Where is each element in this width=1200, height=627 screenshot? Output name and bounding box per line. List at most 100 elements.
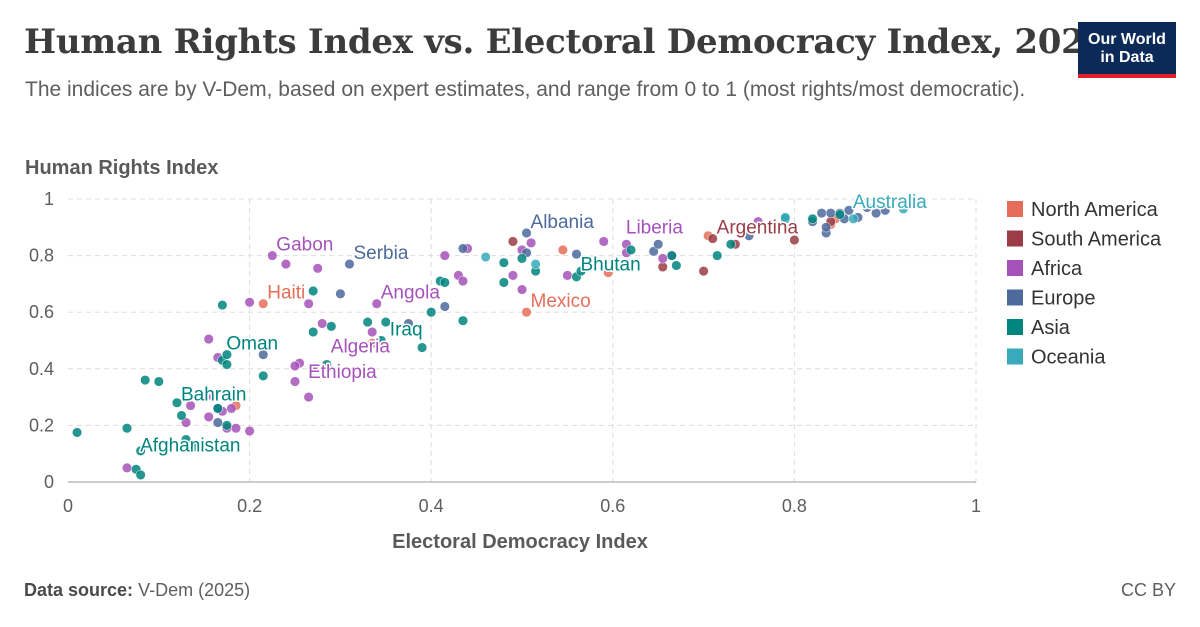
- data-point[interactable]: [258, 349, 269, 360]
- data-point[interactable]: [203, 411, 214, 422]
- data-point[interactable]: [526, 237, 537, 248]
- data-point[interactable]: [843, 205, 854, 216]
- data-point[interactable]: [176, 410, 187, 421]
- data-point[interactable]: [303, 392, 314, 403]
- data-point[interactable]: [439, 277, 450, 288]
- data-point[interactable]: [498, 257, 509, 268]
- data-point[interactable]: [171, 397, 183, 408]
- data-point[interactable]: [221, 359, 232, 370]
- data-point[interactable]: [417, 342, 428, 353]
- data-point[interactable]: [753, 216, 764, 227]
- data-point[interactable]: [598, 236, 609, 247]
- owid-logo[interactable]: Our World in Data: [1078, 22, 1176, 78]
- data-point[interactable]: [376, 335, 387, 346]
- data-point[interactable]: [258, 298, 269, 309]
- data-point[interactable]: [380, 317, 391, 328]
- data-point[interactable]: [308, 326, 319, 338]
- data-point[interactable]: [439, 250, 450, 261]
- data-point[interactable]: [834, 209, 845, 220]
- data-point[interactable]: [226, 403, 237, 414]
- data-point[interactable]: [244, 426, 255, 437]
- data-point[interactable]: [816, 208, 827, 219]
- data-point[interactable]: [521, 227, 532, 239]
- data-point[interactable]: [212, 417, 223, 428]
- data-point[interactable]: [657, 261, 668, 272]
- legend-label[interactable]: Asia: [1031, 317, 1071, 339]
- data-point[interactable]: [317, 318, 328, 329]
- data-point[interactable]: [603, 267, 614, 278]
- data-point[interactable]: [898, 203, 909, 214]
- data-point[interactable]: [789, 234, 800, 246]
- data-point[interactable]: [180, 417, 192, 428]
- data-point[interactable]: [426, 307, 437, 318]
- data-point[interactable]: [244, 297, 255, 308]
- data-point[interactable]: [571, 249, 582, 260]
- data-point[interactable]: [625, 244, 637, 255]
- data-point[interactable]: [848, 213, 859, 224]
- data-point[interactable]: [666, 250, 677, 261]
- data-point[interactable]: [507, 270, 518, 281]
- data-point[interactable]: [289, 376, 301, 387]
- legend-swatch[interactable]: [1007, 260, 1023, 276]
- data-point[interactable]: [457, 315, 469, 326]
- data-point[interactable]: [335, 288, 346, 299]
- data-point[interactable]: [530, 259, 541, 270]
- data-point[interactable]: [212, 403, 223, 414]
- data-point[interactable]: [439, 301, 450, 312]
- data-point[interactable]: [457, 276, 469, 287]
- data-point[interactable]: [258, 370, 269, 381]
- data-point[interactable]: [562, 270, 573, 281]
- data-point[interactable]: [825, 208, 836, 219]
- data-point[interactable]: [362, 317, 373, 328]
- data-point[interactable]: [780, 212, 791, 223]
- data-point[interactable]: [371, 298, 382, 309]
- data-point[interactable]: [326, 321, 337, 332]
- data-point[interactable]: [135, 469, 146, 480]
- data-point[interactable]: [821, 222, 832, 233]
- data-point[interactable]: [121, 462, 133, 473]
- data-point[interactable]: [267, 250, 278, 261]
- data-point[interactable]: [557, 244, 568, 255]
- data-point[interactable]: [498, 277, 509, 288]
- data-point[interactable]: [72, 427, 83, 438]
- data-point[interactable]: [880, 205, 891, 216]
- data-point[interactable]: [208, 392, 219, 403]
- data-point[interactable]: [707, 233, 718, 244]
- data-point[interactable]: [671, 260, 682, 271]
- data-point[interactable]: [221, 349, 232, 360]
- data-point[interactable]: [743, 230, 755, 241]
- data-point[interactable]: [230, 423, 242, 434]
- legend-swatch[interactable]: [1007, 289, 1023, 306]
- data-point[interactable]: [807, 213, 818, 224]
- data-point[interactable]: [712, 250, 723, 261]
- data-point[interactable]: [480, 251, 491, 263]
- legend-label[interactable]: North America: [1031, 199, 1159, 221]
- legend-swatch[interactable]: [1007, 348, 1023, 365]
- data-point[interactable]: [871, 208, 882, 219]
- legend-swatch[interactable]: [1007, 230, 1023, 247]
- data-point[interactable]: [657, 253, 668, 264]
- data-point[interactable]: [321, 359, 332, 370]
- data-point[interactable]: [367, 326, 378, 338]
- data-point[interactable]: [725, 239, 736, 250]
- legend-label[interactable]: Europe: [1031, 288, 1096, 310]
- data-point[interactable]: [648, 246, 659, 257]
- data-point[interactable]: [575, 266, 587, 277]
- data-point[interactable]: [367, 338, 378, 349]
- data-point[interactable]: [280, 259, 291, 270]
- data-point[interactable]: [861, 202, 873, 213]
- data-point[interactable]: [507, 236, 518, 247]
- data-point[interactable]: [153, 376, 164, 387]
- data-point[interactable]: [194, 442, 205, 454]
- legend-swatch[interactable]: [1007, 319, 1023, 335]
- legend-label[interactable]: Africa: [1031, 258, 1083, 280]
- data-point[interactable]: [217, 300, 228, 311]
- data-point[interactable]: [344, 259, 355, 270]
- data-point[interactable]: [516, 284, 528, 295]
- data-point[interactable]: [698, 266, 709, 277]
- data-point[interactable]: [140, 375, 151, 386]
- data-point[interactable]: [653, 239, 664, 250]
- data-point[interactable]: [303, 298, 314, 309]
- data-point[interactable]: [308, 362, 319, 373]
- data-point[interactable]: [180, 434, 192, 445]
